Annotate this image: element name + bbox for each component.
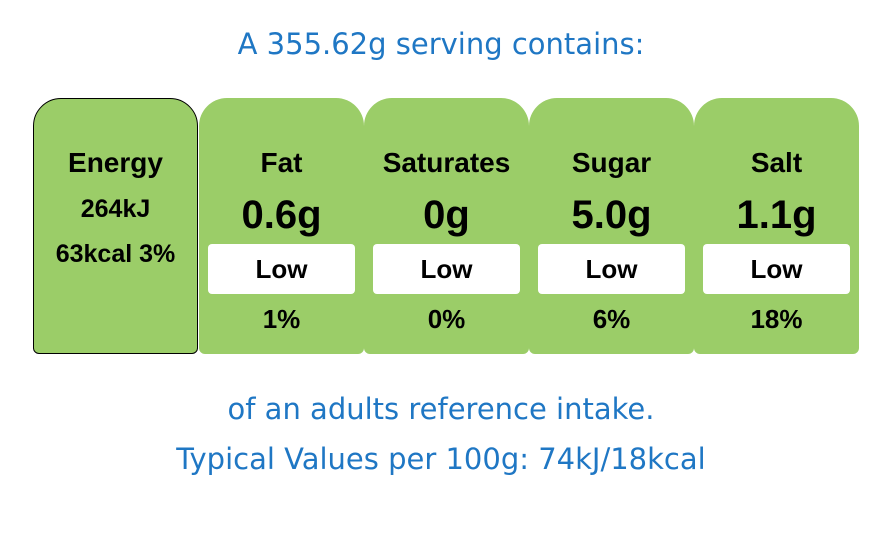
nutrient-amount: 5.0g bbox=[571, 193, 652, 237]
nutrient-name: Fat bbox=[260, 147, 303, 178]
nutrition-panel-row: Energy 264kJ 63kcal 3% Fat 0.6g Low 1% S… bbox=[33, 98, 861, 354]
sugar-panel: Sugar 5.0g Low 6% bbox=[529, 98, 694, 354]
salt-panel: Salt 1.1g Low 18% bbox=[694, 98, 859, 354]
serving-size-heading: A 355.62g serving contains: bbox=[237, 27, 645, 61]
energy-panel: Energy 264kJ 63kcal 3% bbox=[33, 98, 198, 354]
nutrient-amount: 1.1g bbox=[736, 193, 817, 237]
reference-intake-text: of an adults reference intake. bbox=[227, 392, 655, 426]
nutrient-amount: 0g bbox=[423, 193, 470, 237]
nutrient-percent: 0% bbox=[427, 304, 466, 334]
energy-title: Energy bbox=[68, 147, 163, 178]
energy-kj-value: 264kJ bbox=[80, 195, 151, 223]
nutrient-level-badge: Low bbox=[208, 244, 355, 294]
nutrient-name: Sugar bbox=[571, 147, 652, 178]
nutrient-name: Salt bbox=[750, 147, 803, 178]
nutrient-amount: 0.6g bbox=[241, 193, 322, 237]
nutrient-percent: 6% bbox=[592, 304, 631, 334]
nutrient-level-badge: Low bbox=[703, 244, 850, 294]
typical-values-text: Typical Values per 100g: 74kJ/18kcal bbox=[176, 442, 706, 476]
nutrient-level-badge: Low bbox=[373, 244, 520, 294]
nutrient-percent: 18% bbox=[750, 304, 803, 334]
fat-panel: Fat 0.6g Low 1% bbox=[199, 98, 364, 354]
nutrient-level-badge: Low bbox=[538, 244, 685, 294]
nutrient-percent: 1% bbox=[262, 304, 301, 334]
energy-kcal-percent: 63kcal 3% bbox=[55, 240, 176, 268]
saturates-panel: Saturates 0g Low 0% bbox=[364, 98, 529, 354]
nutrient-name: Saturates bbox=[382, 147, 511, 178]
